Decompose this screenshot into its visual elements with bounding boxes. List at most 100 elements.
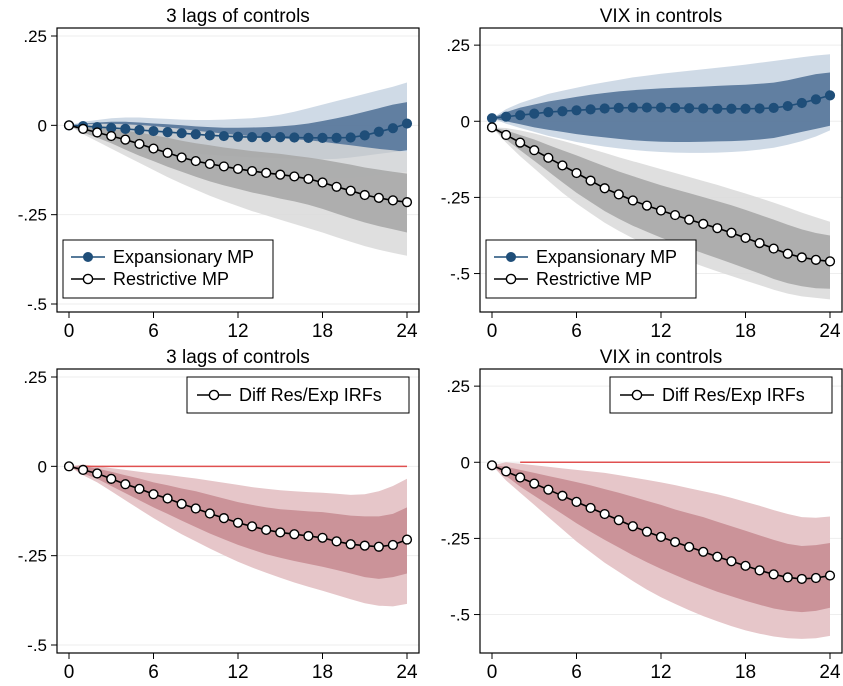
- data-point: [669, 536, 681, 548]
- data-point: [684, 214, 695, 225]
- data-point: [571, 496, 582, 507]
- x-tick-label: 0: [487, 321, 498, 342]
- data-point: [261, 132, 272, 143]
- data-point: [810, 94, 822, 105]
- panel-2: VIX in controls .25 0 -.25 -.5 0 6 12 18 24 Expans…: [441, 6, 843, 342]
- legend: Diff Res/Exp IRFs: [186, 376, 410, 414]
- data-point: [740, 103, 751, 114]
- data-point: [782, 248, 793, 259]
- data-point: [387, 123, 399, 134]
- data-point: [712, 551, 723, 562]
- data-point: [134, 124, 145, 136]
- data-point: [162, 493, 173, 504]
- data-point: [303, 132, 314, 143]
- data-point: [824, 570, 836, 581]
- data-point: [92, 468, 103, 479]
- data-point: [204, 130, 215, 141]
- data-point: [641, 526, 653, 537]
- data-point: [63, 461, 75, 472]
- legend-label: Expansionary MP: [536, 247, 677, 267]
- data-point: [134, 138, 145, 150]
- data-point: [529, 108, 540, 119]
- data-point: [613, 189, 624, 200]
- data-point: [345, 132, 356, 143]
- data-point: [500, 466, 512, 477]
- data-point: [63, 120, 75, 131]
- legend-box: [62, 239, 274, 299]
- y-tick-label: .25: [23, 27, 47, 46]
- x-tick-label: 18: [735, 321, 756, 342]
- data-point: [289, 171, 300, 182]
- data-point: [77, 123, 89, 135]
- data-point: [726, 103, 737, 114]
- data-point: [232, 131, 244, 142]
- data-point: [218, 161, 230, 172]
- data-point: [782, 572, 793, 583]
- y-tick-label: -.5: [450, 606, 470, 625]
- data-point: [176, 152, 187, 163]
- data-point: [486, 113, 498, 124]
- chart-title: 3 lags of controls: [166, 347, 310, 368]
- data-point: [599, 183, 610, 194]
- data-point: [317, 177, 328, 188]
- x-tick-label: 0: [487, 662, 498, 683]
- data-point: [176, 128, 187, 139]
- legend-label: Diff Res/Exp IRFs: [239, 385, 382, 405]
- data-point: [486, 122, 498, 133]
- data-point: [401, 534, 413, 545]
- data-point: [529, 478, 540, 489]
- y-tick-label: -.25: [18, 547, 47, 566]
- data-point: [92, 127, 103, 138]
- data-point: [782, 100, 793, 112]
- data-point: [585, 104, 596, 115]
- data-point: [246, 132, 258, 143]
- legend: Diff Res/Exp IRFs: [609, 376, 833, 414]
- data-point: [684, 541, 695, 553]
- y-tick-label: -.25: [441, 529, 470, 548]
- data-point: [120, 134, 131, 145]
- data-point: [543, 484, 554, 495]
- data-point: [627, 195, 638, 206]
- data-point: [359, 130, 370, 141]
- legend-label: Expansionary MP: [113, 247, 254, 267]
- data-point: [232, 163, 244, 175]
- data-point: [275, 527, 286, 538]
- data-point: [585, 502, 596, 514]
- data-point: [641, 200, 653, 211]
- data-point: [303, 530, 314, 542]
- data-point: [106, 473, 117, 484]
- x-tick-label: 6: [148, 662, 159, 683]
- x-tick-label: 24: [819, 321, 841, 342]
- y-tick-label: 0: [461, 112, 470, 131]
- legend-label: Restrictive MP: [113, 269, 229, 289]
- data-point: [810, 254, 822, 265]
- legend-marker: [505, 273, 517, 285]
- data-point: [190, 155, 201, 167]
- data-point: [373, 192, 384, 203]
- data-point: [571, 105, 582, 116]
- y-tick-label: -.5: [450, 265, 470, 284]
- data-point: [148, 143, 159, 154]
- data-point: [726, 227, 737, 238]
- data-point: [218, 513, 230, 524]
- panel-1: 3 lags of controls .25 0 -.25 -.5 0 6 12 18 24 Exp…: [18, 6, 420, 342]
- legend-marker: [631, 389, 643, 401]
- data-point: [754, 103, 765, 114]
- x-tick-label: 6: [148, 321, 159, 342]
- data-point: [373, 541, 384, 552]
- data-point: [669, 102, 681, 113]
- data-point: [754, 565, 765, 576]
- data-point: [543, 152, 554, 163]
- data-point: [303, 173, 314, 185]
- data-point: [529, 145, 540, 156]
- x-tick-label: 12: [227, 321, 248, 342]
- data-point: [796, 97, 807, 109]
- data-point: [190, 129, 201, 140]
- data-point: [824, 90, 836, 101]
- data-point: [557, 490, 568, 501]
- data-point: [698, 546, 709, 557]
- data-point: [796, 573, 807, 585]
- data-point: [120, 479, 131, 490]
